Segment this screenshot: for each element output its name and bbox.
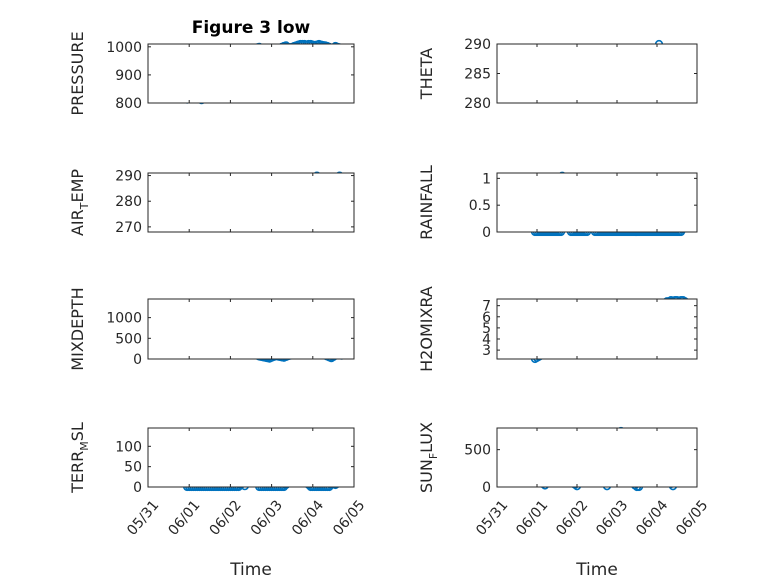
x-tick-label: 06/01 (513, 497, 551, 538)
y-axis-label-part: SL (68, 422, 87, 441)
y-tick-label: 3 (482, 343, 491, 359)
x-axis-label: Time (229, 560, 272, 580)
y-axis-label-part: MIXDEPTH (68, 287, 87, 370)
y-tick-label: 1 (482, 171, 491, 187)
y-tick-label: 270 (115, 220, 142, 236)
y-tick-label: 0 (482, 225, 491, 241)
x-axis-label: Time (575, 560, 618, 580)
y-tick-label: 900 (115, 68, 142, 84)
axes-box (147, 172, 355, 233)
y-tick-label: 5 (482, 321, 491, 337)
y-axis-label-part: F (427, 453, 440, 459)
y-tick-label: 4 (482, 332, 491, 348)
y-axis-label: SUNFLUX (417, 422, 440, 493)
y-tick-label: 280 (115, 194, 142, 210)
axes-box (147, 298, 355, 360)
y-axis-label-part: RAINFALL (417, 165, 436, 240)
axes-box (496, 427, 698, 488)
x-tick-label: 06/04 (633, 497, 671, 538)
x-tick-label: 05/31 (124, 497, 162, 538)
panel-0: 800 900 1000 PRESSURE Figure 3 low (68, 18, 355, 116)
axes-box (496, 43, 698, 104)
y-axis-label: PRESSURE (68, 31, 87, 115)
y-tick-label: 280 (464, 96, 491, 112)
y-tick-label: 1000 (106, 40, 142, 56)
y-tick-label: 285 (464, 67, 491, 83)
y-tick-label: 50 (124, 460, 142, 476)
panel-1: 280 285 290 THETA (417, 37, 698, 112)
y-tick-label: 0.5 (469, 198, 491, 214)
x-tick-label: 06/02 (553, 497, 591, 538)
y-axis-label-part: EMP (68, 169, 87, 203)
y-axis-label: RAINFALL (417, 165, 436, 240)
y-tick-label: 500 (115, 331, 142, 347)
axes-box (496, 298, 698, 360)
y-axis-label-part: TERR (68, 451, 87, 494)
y-tick-label: 290 (464, 37, 491, 53)
x-tick-label: 06/04 (289, 497, 327, 538)
y-axis-label-part: T (78, 202, 91, 210)
panel-3: 0 0.5 1 RAINFALL (417, 165, 698, 241)
y-tick-label: 6 (482, 310, 491, 326)
y-tick-label: 0 (133, 352, 142, 368)
panel-7: 0 500 SUNFLUX 05/31 06/01 06/02 06/03 06/04 06/0… (417, 422, 711, 580)
y-axis-label: AIRTEMP (68, 169, 91, 236)
x-tick-label: 06/05 (673, 497, 711, 538)
x-tick-label: 06/05 (330, 497, 368, 538)
x-tick-label: 05/31 (473, 497, 511, 538)
panel-4: 0 500 1000 MIXDEPTH (68, 287, 355, 371)
chart-title: Figure 3 low (192, 18, 311, 38)
y-tick-label: 0 (482, 480, 491, 496)
y-tick-label: 500 (464, 443, 491, 459)
x-tick-label: 06/01 (165, 497, 203, 538)
y-axis-label: TERRMSL (68, 422, 91, 494)
y-axis-label: MIXDEPTH (68, 287, 87, 370)
y-tick-label: 290 (115, 169, 142, 185)
axes-box (147, 427, 355, 488)
y-axis-label: H2OMIXRA (417, 286, 436, 372)
axes-box (496, 172, 698, 233)
y-tick-label: 800 (115, 96, 142, 112)
y-axis-label-part: M (78, 441, 91, 451)
y-tick-label: 7 (482, 299, 491, 315)
y-axis-label-part: PRESSURE (68, 31, 87, 115)
y-axis-label-part: SUN (417, 459, 436, 493)
panel-6: 0 50 100 TERRMSL 05/31 06/01 06/02 06/03 06/04 06… (68, 422, 368, 580)
y-axis-label-part: H2OMIXRA (417, 286, 436, 372)
y-axis-label-part: LUX (417, 422, 436, 453)
panel-2: 270 280 290 AIRTEMP (68, 169, 355, 236)
axes-box (147, 43, 355, 104)
y-axis-label-part: AIR (68, 209, 87, 236)
y-tick-label: 100 (115, 439, 142, 455)
x-tick-label: 06/02 (207, 497, 245, 538)
y-axis-label: THETA (417, 48, 436, 100)
x-tick-label: 06/03 (593, 497, 631, 538)
y-tick-label: 0 (133, 480, 142, 496)
y-axis-label-part: THETA (417, 48, 436, 100)
x-tick-label: 06/03 (248, 497, 286, 538)
y-tick-label: 1000 (106, 311, 142, 327)
